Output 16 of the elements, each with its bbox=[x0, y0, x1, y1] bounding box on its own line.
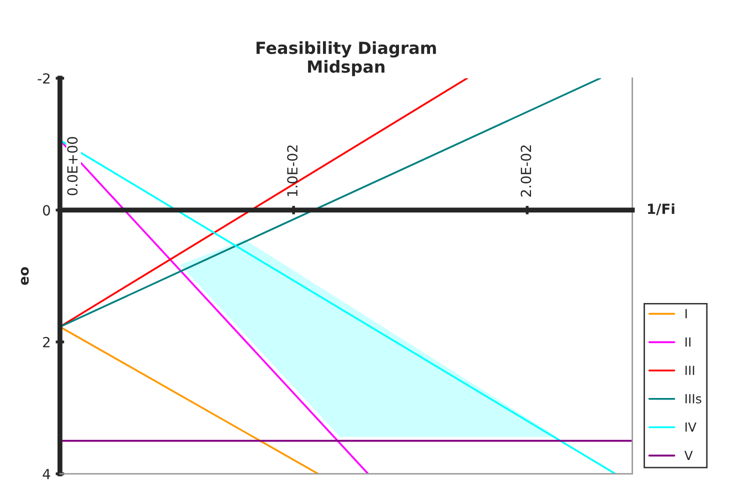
x-tick-label: 0.0E+00 bbox=[67, 136, 78, 196]
legend-label: III bbox=[686, 366, 694, 375]
y-tick-label: -2 bbox=[38, 73, 50, 84]
legend-label: I bbox=[686, 309, 687, 318]
legend-label: V bbox=[684, 450, 693, 460]
x-tick-label: 1.0E-02 bbox=[287, 145, 298, 196]
legend-label: IV bbox=[686, 422, 696, 432]
x-tick-label: 2.0E-02 bbox=[520, 145, 532, 197]
y-axis-title: eo bbox=[20, 267, 29, 285]
legend-label: IIIs bbox=[686, 394, 702, 404]
legend-label: II bbox=[686, 337, 690, 347]
y-tick-label: 4 bbox=[42, 468, 50, 480]
x-axis-title: 1/Fi bbox=[648, 203, 674, 216]
y-tick-label: 0 bbox=[42, 205, 50, 216]
chart-title: Feasibility Diagram Midspan bbox=[256, 41, 436, 76]
y-tick-label: 2 bbox=[43, 336, 50, 348]
